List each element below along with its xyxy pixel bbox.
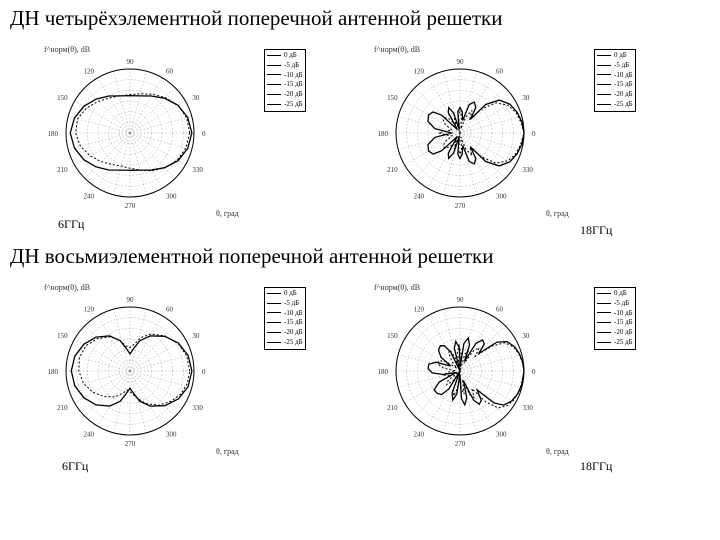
- svg-text:60: 60: [166, 306, 174, 314]
- section1-title: ДН четырёхэлементной поперечной антенной…: [10, 6, 710, 31]
- svg-text:90: 90: [457, 58, 465, 66]
- svg-text:120: 120: [84, 306, 95, 314]
- svg-text:0: 0: [532, 130, 536, 138]
- plot-8el-6ghz: 0306090120150180210240270300330f^норм(θ)…: [10, 269, 340, 474]
- svg-text:300: 300: [166, 430, 177, 438]
- svg-text:60: 60: [166, 68, 174, 76]
- svg-text:0: 0: [532, 368, 536, 376]
- freq-label-3: 6ГГц: [62, 459, 90, 474]
- svg-text:180: 180: [48, 368, 59, 376]
- svg-text:90: 90: [127, 58, 135, 66]
- svg-text:60: 60: [496, 306, 504, 314]
- svg-text:150: 150: [387, 94, 398, 102]
- row2: 0306090120150180210240270300330f^норм(θ)…: [10, 269, 710, 474]
- svg-text:210: 210: [57, 404, 68, 412]
- svg-text:210: 210: [57, 166, 68, 174]
- svg-text:240: 240: [84, 430, 95, 438]
- svg-text:180: 180: [48, 130, 59, 138]
- svg-text:330: 330: [522, 166, 533, 174]
- svg-text:0: 0: [202, 368, 206, 376]
- svg-text:300: 300: [496, 430, 507, 438]
- svg-text:240: 240: [84, 192, 95, 200]
- svg-text:210: 210: [387, 404, 398, 412]
- svg-text:150: 150: [57, 94, 68, 102]
- svg-text:0: 0: [202, 130, 206, 138]
- svg-text:180: 180: [378, 130, 389, 138]
- svg-text:330: 330: [192, 166, 203, 174]
- svg-text:120: 120: [84, 68, 95, 76]
- svg-text:300: 300: [166, 192, 177, 200]
- svg-text:240: 240: [414, 192, 425, 200]
- plot-4el-6ghz: 0306090120150180210240270300330f^норм(θ)…: [10, 31, 340, 236]
- svg-text:60: 60: [496, 68, 504, 76]
- svg-text:180: 180: [378, 368, 389, 376]
- svg-text:150: 150: [387, 332, 398, 340]
- svg-text:270: 270: [125, 202, 136, 210]
- svg-text:240: 240: [414, 430, 425, 438]
- svg-text:270: 270: [455, 440, 466, 448]
- section2-title: ДН восьмиэлементной поперечной антенной …: [10, 244, 710, 269]
- svg-text:300: 300: [496, 192, 507, 200]
- freq-label-2: 18ГГц: [580, 223, 612, 238]
- svg-text:330: 330: [192, 404, 203, 412]
- svg-text:30: 30: [192, 94, 200, 102]
- freq-label-4: 18ГГц: [580, 459, 612, 474]
- svg-text:120: 120: [414, 68, 425, 76]
- svg-text:270: 270: [455, 202, 466, 210]
- svg-text:30: 30: [192, 332, 200, 340]
- plot-8el-18ghz: 0306090120150180210240270300330f^норм(θ)…: [340, 269, 670, 474]
- svg-text:210: 210: [387, 166, 398, 174]
- svg-text:30: 30: [522, 94, 530, 102]
- svg-text:270: 270: [125, 440, 136, 448]
- svg-text:120: 120: [414, 306, 425, 314]
- svg-text:90: 90: [457, 296, 465, 304]
- freq-label-1: 6ГГц: [58, 217, 86, 232]
- svg-text:30: 30: [522, 332, 530, 340]
- svg-text:90: 90: [127, 296, 135, 304]
- svg-text:330: 330: [522, 404, 533, 412]
- plot-4el-18ghz: 0306090120150180210240270300330f^норм(θ)…: [340, 31, 670, 236]
- row1: 0306090120150180210240270300330f^норм(θ)…: [10, 31, 710, 236]
- svg-text:150: 150: [57, 332, 68, 340]
